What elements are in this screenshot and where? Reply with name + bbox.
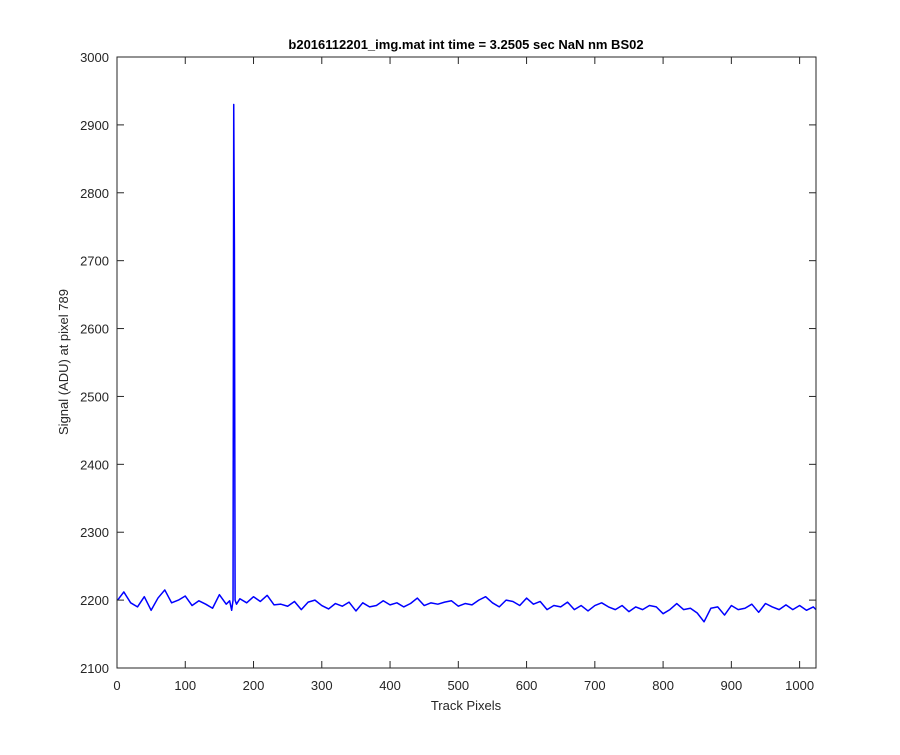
- y-tick-label: 2400: [80, 457, 109, 472]
- x-tick-label: 100: [174, 678, 196, 693]
- y-tick-label: 2500: [80, 389, 109, 404]
- x-tick-label: 1000: [785, 678, 814, 693]
- x-tick-label: 900: [721, 678, 743, 693]
- x-tick-label: 400: [379, 678, 401, 693]
- x-axis-label: Track Pixels: [431, 698, 502, 713]
- x-tick-label: 600: [516, 678, 538, 693]
- y-tick-label: 2600: [80, 322, 109, 337]
- y-axis-label: Signal (ADU) at pixel 789: [56, 289, 71, 435]
- x-tick-label: 0: [113, 678, 120, 693]
- axes-box: [116, 56, 817, 669]
- y-tick-label: 2700: [80, 254, 109, 269]
- y-tick-label: 2900: [80, 118, 109, 133]
- chart-title: b2016112201_img.mat int time = 3.2505 se…: [288, 37, 643, 52]
- x-tick-label: 800: [652, 678, 674, 693]
- x-tick-label: 700: [584, 678, 606, 693]
- x-tick-label: 500: [447, 678, 469, 693]
- y-tick-label: 2800: [80, 186, 109, 201]
- x-tick-label: 200: [243, 678, 265, 693]
- axes-layer: 0 100 200 300 400 500 600 700 800 900 1000 2100 2200…: [80, 50, 817, 693]
- y-tick-label: 2200: [80, 593, 109, 608]
- y-tick-label: 3000: [80, 50, 109, 65]
- series-line-1: [117, 103, 817, 623]
- y-tick-label: 2100: [80, 661, 109, 676]
- y-tick-label: 2300: [80, 525, 109, 540]
- plot-area: [117, 57, 816, 668]
- data-layer: [117, 103, 817, 623]
- x-tick-label: 300: [311, 678, 333, 693]
